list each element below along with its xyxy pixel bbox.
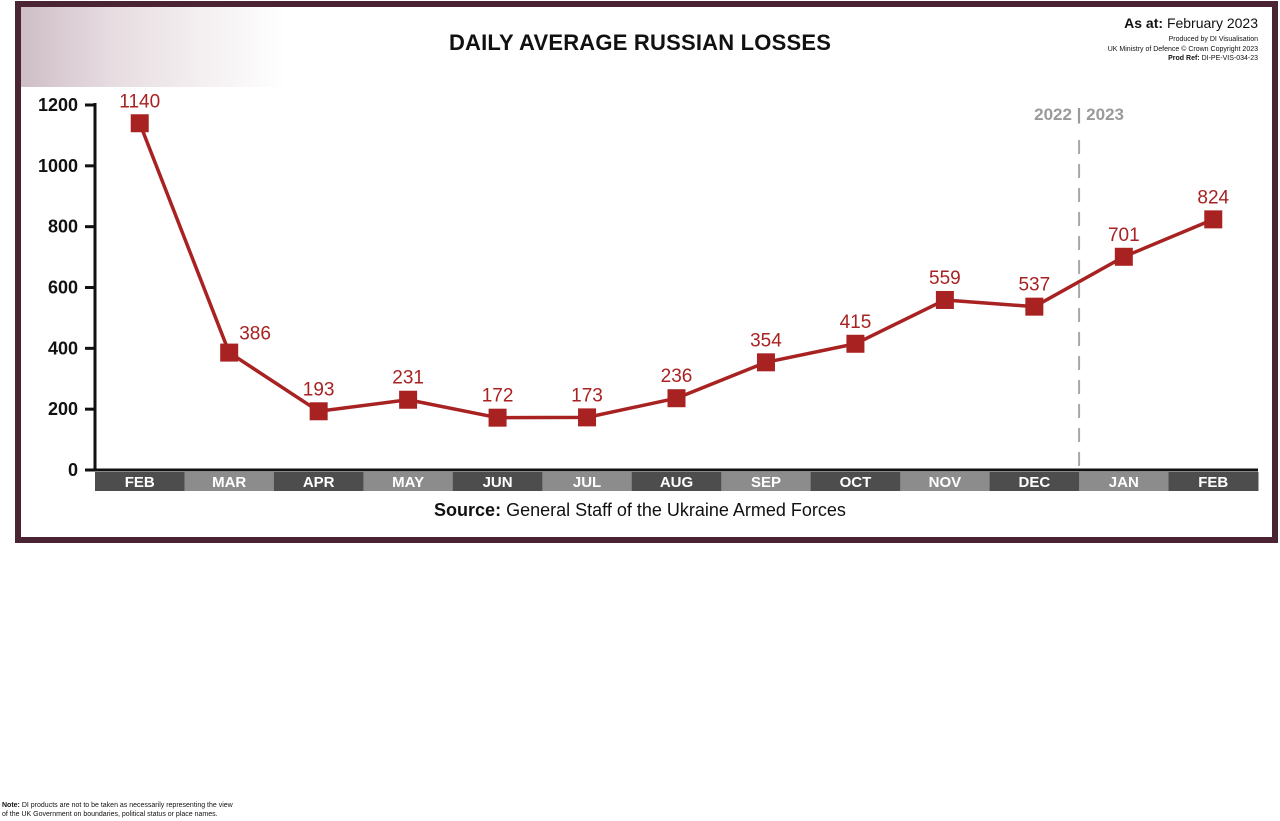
- data-point-marker: [935, 290, 954, 309]
- as-at-date: As at: February 2023: [1124, 15, 1258, 31]
- x-category-band: [273, 472, 364, 491]
- data-point-marker: [1204, 210, 1223, 229]
- data-point-marker: [130, 114, 149, 133]
- x-category-band: [810, 472, 901, 491]
- y-tick-label: 1000: [38, 156, 78, 176]
- y-tick-label: 1200: [38, 95, 78, 115]
- data-label: 236: [661, 366, 693, 387]
- source-text: General Staff of the Ukraine Armed Force…: [506, 500, 846, 520]
- note-text-1: DI products are not to be taken as neces…: [21, 802, 233, 809]
- x-tick-label: JAN: [1109, 474, 1139, 491]
- source-label: Source:: [434, 500, 502, 520]
- logo-placeholder: [21, 7, 286, 87]
- x-tick-label: DEC: [1019, 474, 1051, 491]
- data-point-marker: [1025, 297, 1044, 316]
- note-label: Note:: [2, 802, 20, 809]
- data-label: 231: [392, 368, 424, 389]
- data-label: 559: [929, 268, 961, 289]
- chart-title: DAILY AVERAGE RUSSIAN LOSSES: [448, 30, 832, 55]
- data-point-marker: [846, 334, 865, 353]
- x-tick-label: AUG: [660, 474, 693, 491]
- x-category-band: [721, 472, 812, 491]
- as-at-value: February 2023: [1166, 15, 1258, 31]
- data-point-marker: [220, 343, 239, 362]
- x-tick-label: MAR: [212, 474, 246, 491]
- data-label: 824: [1197, 187, 1229, 208]
- x-tick-label: MAY: [392, 474, 424, 491]
- produced-by: Produced by DI Visualisation: [1168, 36, 1258, 43]
- x-category-band: [452, 472, 543, 491]
- year-divider-label: 2022 | 2023: [1034, 105, 1124, 124]
- data-label: 193: [303, 379, 335, 400]
- x-category-band: [542, 472, 633, 491]
- y-tick-label: 400: [48, 338, 78, 358]
- x-tick-label: JUN: [483, 474, 513, 491]
- note-line-2: of the UK Government on boundaries, poli…: [2, 811, 218, 818]
- data-point-marker: [399, 390, 418, 409]
- x-tick-label: OCT: [840, 474, 872, 491]
- x-category-band: [95, 472, 185, 491]
- data-label: 701: [1108, 225, 1140, 246]
- x-category-band: [1079, 472, 1170, 491]
- data-label: 415: [840, 312, 872, 333]
- y-tick-label: 800: [48, 217, 78, 237]
- x-category-band: [184, 472, 275, 491]
- data-point-marker: [488, 408, 507, 427]
- data-point-marker: [756, 353, 775, 372]
- x-tick-label: JUL: [573, 474, 601, 491]
- data-label: 172: [482, 386, 514, 407]
- as-at-label: As at:: [1124, 15, 1164, 31]
- y-tick-label: 0: [68, 460, 78, 480]
- data-point-marker: [667, 389, 686, 408]
- y-tick-label: 600: [48, 278, 78, 298]
- production-info: Produced by DI Visualisation UK Ministry…: [1108, 35, 1258, 64]
- x-tick-label: FEB: [1198, 474, 1228, 491]
- data-point-marker: [309, 402, 328, 421]
- x-category-band: [631, 472, 722, 491]
- y-tick-label: 200: [48, 399, 78, 419]
- prod-ref-label: Prod Ref:: [1168, 55, 1200, 62]
- data-point-marker: [578, 408, 597, 427]
- data-label: 1140: [119, 91, 160, 112]
- prod-ref: Prod Ref: DI-PE-VIS-034-23: [1108, 54, 1258, 64]
- x-tick-label: NOV: [929, 474, 962, 491]
- x-tick-label: SEP: [751, 474, 781, 491]
- data-label: 173: [571, 385, 603, 406]
- note-line-1: Note: DI products are not to be taken as…: [2, 801, 233, 810]
- data-label: 386: [239, 324, 271, 345]
- x-category-band: [1168, 472, 1259, 491]
- chart-frame: [15, 1, 1278, 543]
- x-category-band: [363, 472, 454, 491]
- source-line: Source: General Staff of the Ukraine Arm…: [0, 500, 1280, 521]
- copyright-text: UK Ministry of Defence © Crown Copyright…: [1107, 45, 1258, 53]
- x-tick-label: APR: [303, 474, 335, 491]
- x-tick-label: FEB: [125, 474, 155, 491]
- data-label: 354: [750, 330, 782, 351]
- x-category-band: [989, 472, 1080, 491]
- data-label: 537: [1018, 275, 1050, 296]
- disclaimer-note: Note: DI products are not to be taken as…: [2, 801, 233, 819]
- data-point-marker: [1114, 247, 1133, 266]
- prod-ref-value: DI-PE-VIS-034-23: [1201, 55, 1258, 62]
- x-category-band: [900, 472, 991, 491]
